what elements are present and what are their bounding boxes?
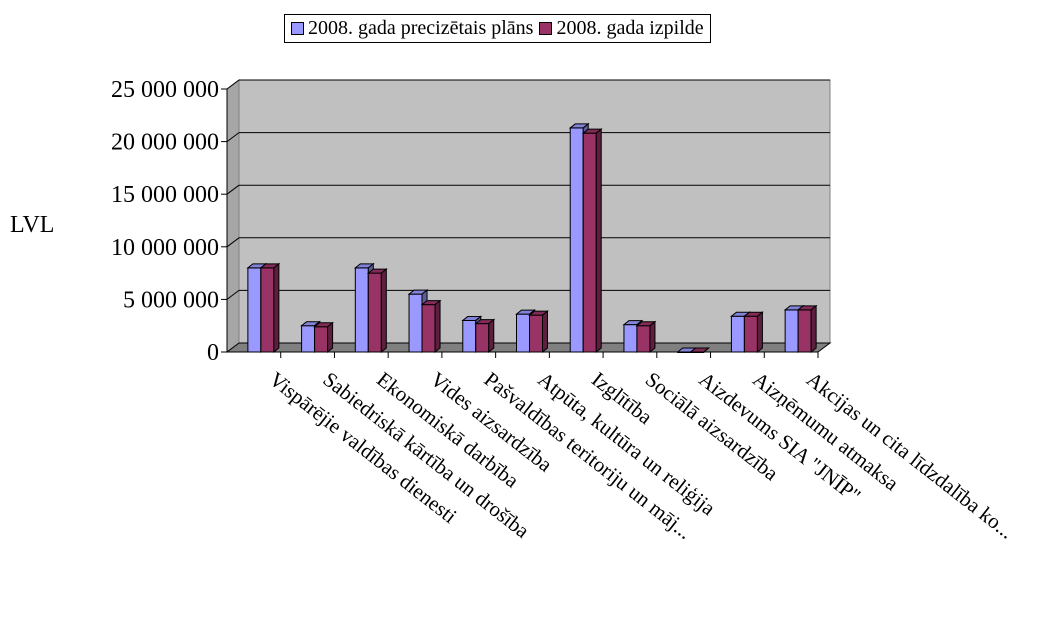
- bar-actual: [260, 267, 275, 353]
- bar-actual: [797, 309, 812, 353]
- bar-plan: [730, 315, 745, 353]
- legend-swatch-plan: [291, 22, 304, 35]
- gridline-side: [226, 237, 240, 248]
- plot-back-wall: [238, 79, 831, 344]
- gridline-side: [226, 132, 240, 143]
- bar-actual-side: [380, 268, 387, 354]
- bar-actual: [314, 326, 329, 353]
- bar-plan: [408, 293, 423, 353]
- bar-actual-side: [595, 128, 602, 354]
- bar-plan: [301, 325, 316, 353]
- bar-plan: [784, 309, 799, 353]
- bar-plan: [623, 324, 638, 353]
- bar-actual-side: [703, 347, 709, 353]
- y-tick-label: 0: [207, 340, 219, 366]
- bar-actual: [421, 304, 436, 353]
- y-tick-label: 25 000 000: [111, 77, 219, 103]
- plot-side-wall: [226, 79, 240, 353]
- bar-actual: [743, 315, 758, 353]
- bar-plan: [462, 319, 477, 353]
- gridline-side: [226, 184, 240, 195]
- gridline-side: [226, 79, 240, 90]
- bar-actual-side: [488, 318, 495, 354]
- bar-actual-side: [756, 311, 763, 354]
- legend: 2008. gada precizētais plāns 2008. gada …: [284, 14, 711, 43]
- bar-actual: [529, 314, 543, 353]
- bar-plan: [516, 313, 530, 353]
- legend-item-actual: 2008. gada izpilde: [539, 17, 704, 40]
- bar-actual-side: [649, 320, 656, 354]
- bar-actual: [582, 132, 597, 353]
- legend-label-plan: 2008. gada precizētais plāns: [308, 17, 534, 39]
- bar-actual-side: [434, 299, 441, 354]
- bar-actual: [636, 325, 651, 353]
- legend-label-actual: 2008. gada izpilde: [556, 17, 704, 39]
- bar-plan: [247, 267, 262, 353]
- bar-actual: [367, 272, 382, 353]
- bar-actual-side: [810, 304, 817, 354]
- bar-plan: [354, 267, 369, 353]
- y-tick-label: 5 000 000: [123, 287, 219, 313]
- x-tick-label: Akcijas un cita līdzdalība ko...: [802, 367, 1019, 544]
- legend-swatch-actual: [539, 22, 553, 35]
- bar-plan: [569, 127, 584, 353]
- y-tick-label: 10 000 000: [111, 235, 219, 261]
- y-tick-label: 15 000 000: [111, 182, 219, 208]
- bar-actual: [475, 323, 490, 353]
- bar-actual-side: [327, 321, 334, 354]
- bar-actual-side: [273, 262, 280, 354]
- legend-item-plan: 2008. gada precizētais plāns: [291, 17, 533, 40]
- y-axis-label: LVL: [10, 212, 55, 238]
- y-tick-label: 20 000 000: [111, 130, 219, 156]
- gridline-side: [226, 289, 240, 300]
- bar-actual-side: [542, 310, 548, 354]
